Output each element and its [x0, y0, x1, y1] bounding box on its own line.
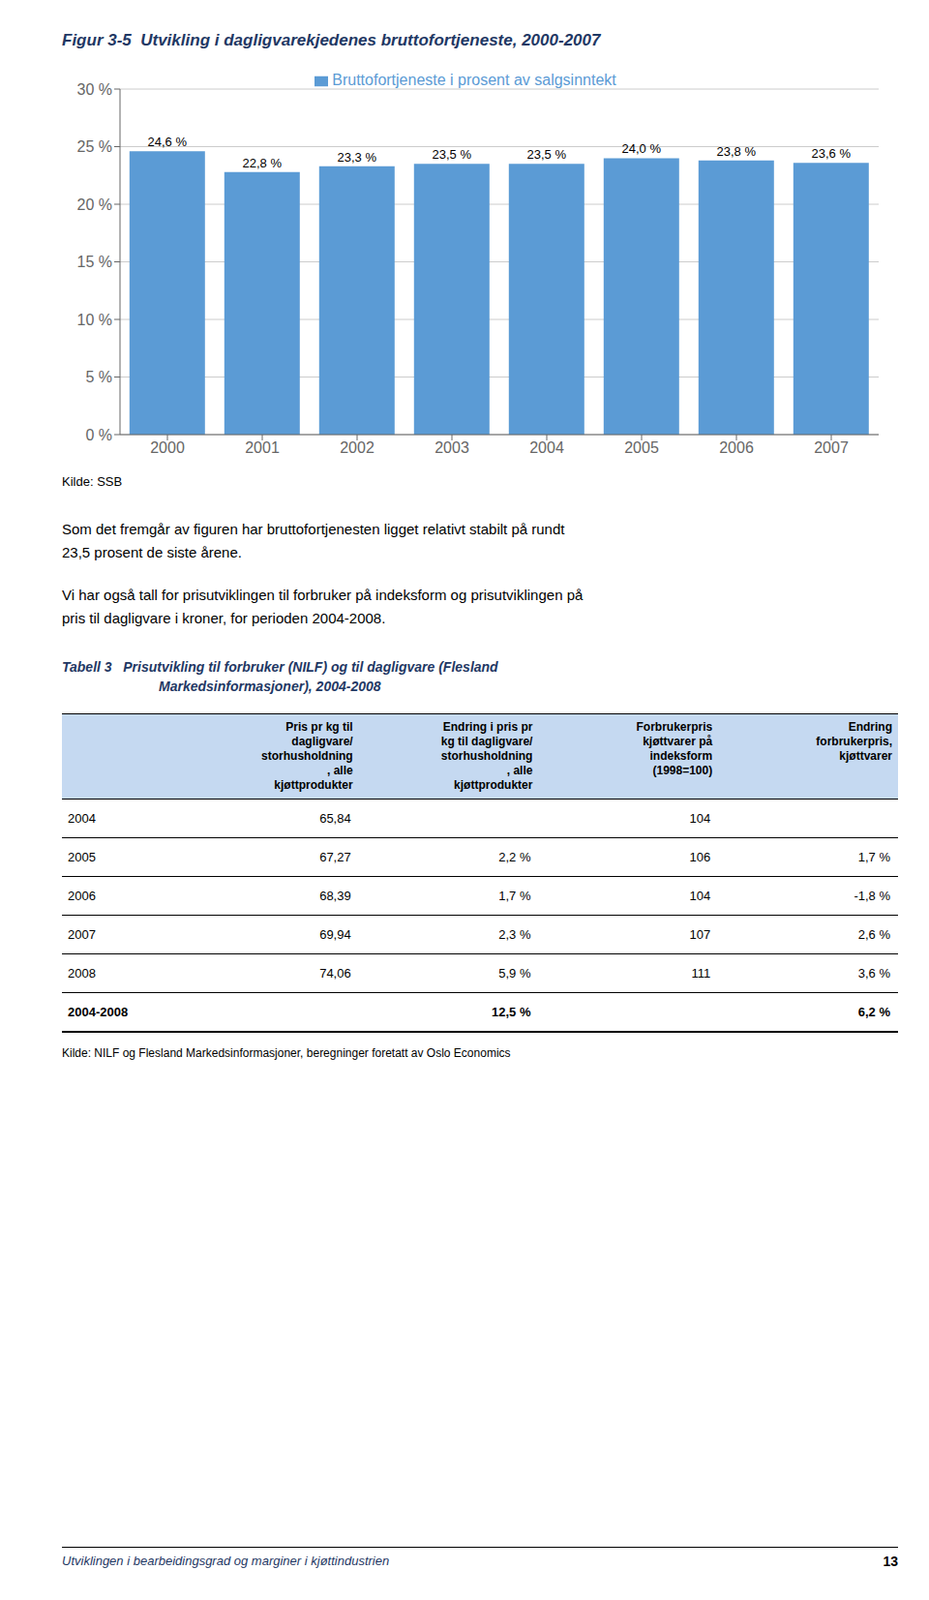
html-text:Som det fremgår av figuren har: Som det fremgår av figuren har bruttofor… — [61, 520, 565, 561]
html-text:13: 13 — [882, 1553, 899, 1569]
html-text:Utviklingen i bearbeidingsgrad: Utviklingen i bearbeidingsgrad og margin… — [61, 1553, 390, 1568]
html-text:Tabell 3 Prisutvikling til for: Tabell 3 Prisutvikling til forbruker (NI… — [61, 659, 499, 675]
svg-text:23,6 %: 23,6 % — [811, 146, 852, 161]
html-text:2,2 %: 2,2 % — [498, 849, 531, 865]
html-text:1,7 %: 1,7 % — [498, 888, 531, 903]
svg-text:23,5 %: 23,5 % — [527, 147, 568, 162]
html-text:Endring i pris pr kg til dagli: Endring i pris pr kg til dagligvare/ sto… — [441, 719, 533, 792]
html-text:2007: 2007 — [67, 927, 96, 942]
svg-text:2004: 2004 — [529, 439, 565, 456]
html-text:104: 104 — [689, 810, 711, 826]
svg-text:20 %: 20 % — [77, 196, 113, 213]
svg-text:25 %: 25 % — [77, 138, 113, 155]
svg-text:23,8 %: 23,8 % — [717, 144, 757, 159]
html-text:65,84: 65,84 — [319, 810, 351, 826]
html-text:2,3 %: 2,3 % — [498, 927, 531, 942]
svg-text:22,8 %: 22,8 % — [242, 155, 283, 171]
svg-text:24,0 %: 24,0 % — [622, 141, 662, 156]
svg-text:2007: 2007 — [813, 439, 849, 456]
html-text:106: 106 — [689, 849, 711, 865]
html-text:1,7 %: 1,7 % — [858, 849, 891, 865]
html-text:Kilde: NILF og Flesland Marked: Kilde: NILF og Flesland Markedsinformasj… — [61, 1045, 511, 1060]
svg-text:10 %: 10 % — [77, 311, 113, 329]
html-text:67,27: 67,27 — [319, 849, 351, 865]
html-text:Kilde: SSB: Kilde: SSB — [61, 474, 123, 489]
html-text:-1,8 %: -1,8 % — [853, 888, 891, 903]
html-text:Vi har også tall for prisutvik: Vi har også tall for prisutviklingen til… — [61, 586, 583, 627]
svg-text:30 %: 30 % — [77, 81, 113, 98]
html-text:Figur 3-5 Utvikling i dagligva: Figur 3-5 Utvikling i dagligvarekjedenes… — [61, 30, 601, 50]
html-text:69,94: 69,94 — [319, 927, 351, 942]
svg-text:2002: 2002 — [339, 439, 375, 456]
html-text:Markedsinformasjoner), 2004-20: Markedsinformasjoner), 2004-2008 — [158, 678, 381, 694]
html-text:2005: 2005 — [67, 849, 96, 865]
svg-text:5 %: 5 % — [85, 368, 113, 386]
html-text:2008: 2008 — [67, 965, 96, 981]
html-text:2006: 2006 — [67, 888, 96, 903]
html-text:6,2 %: 6,2 % — [858, 1004, 891, 1019]
svg-text:2001: 2001 — [244, 439, 280, 456]
html-text:2004-2008: 2004-2008 — [67, 1004, 128, 1019]
svg-text:2005: 2005 — [624, 439, 660, 456]
html-text:104: 104 — [689, 888, 711, 903]
html-text:5,9 %: 5,9 % — [498, 965, 531, 981]
svg-text:15 %: 15 % — [77, 253, 113, 270]
html-text:2004: 2004 — [67, 810, 96, 826]
html-text:3,6 %: 3,6 % — [858, 965, 891, 981]
svg-text:0 %: 0 % — [85, 426, 113, 444]
html-text:111: 111 — [691, 965, 711, 981]
html-text:12,5 %: 12,5 % — [491, 1004, 531, 1019]
svg-text:23,5 %: 23,5 % — [432, 147, 473, 162]
svg-text:2006: 2006 — [719, 439, 754, 456]
html-text:Bruttofortjeneste i prosent av: Bruttofortjeneste i prosent av salgsinnt… — [332, 71, 617, 89]
html-text:107: 107 — [689, 927, 711, 942]
html-text:68,39: 68,39 — [319, 888, 351, 903]
svg-text:24,6 %: 24,6 % — [148, 134, 188, 150]
html-text:2,6 %: 2,6 % — [858, 927, 891, 942]
svg-text:23,3 %: 23,3 % — [337, 149, 378, 165]
html-text:Endring forbrukerpris, kjøttva: Endring forbrukerpris, kjøttvarer — [816, 719, 893, 763]
svg-text:2000: 2000 — [149, 439, 185, 456]
html-text:Forbrukerpris kjøttvarer på in: Forbrukerpris kjøttvarer på indeksform (… — [636, 719, 713, 778]
html-text:74,06: 74,06 — [319, 965, 351, 981]
html-text:Pris pr kg til dagligvare/ sto: Pris pr kg til dagligvare/ storhusholdni… — [261, 719, 353, 792]
svg-text:2003: 2003 — [434, 439, 470, 456]
